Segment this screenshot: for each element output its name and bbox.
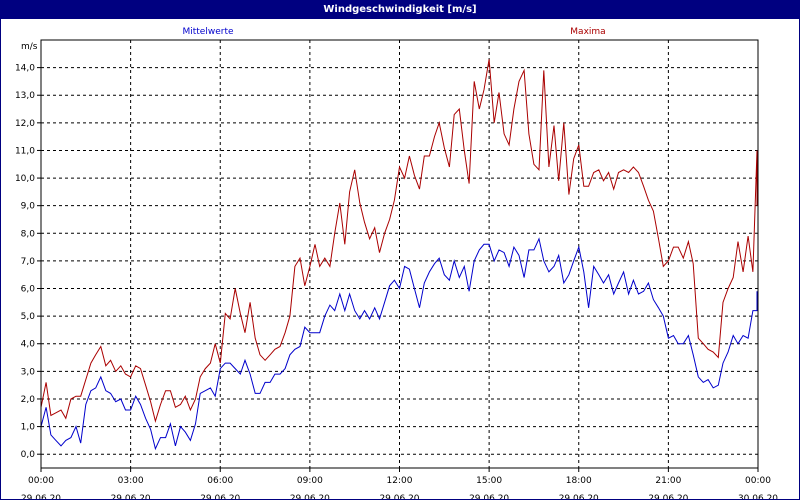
- x-axis-ticks: 00:00 29.06.20 03:00 29.06.20 06:00 29.06.20 0…: [21, 468, 778, 499]
- x-tick-time: 18:00: [566, 476, 592, 486]
- y-tick-label: 7,0: [21, 257, 36, 267]
- y-tick-label: 9,0: [21, 202, 36, 212]
- x-tick-time: 06:00: [207, 476, 233, 486]
- series-line-mittelwerte: [40, 237, 758, 451]
- series-line-maxima: [40, 59, 758, 423]
- x-tick-date: 29.06.20: [648, 494, 688, 499]
- y-tick-label: 10,0: [15, 174, 35, 184]
- chart-grid: [41, 40, 758, 468]
- y-tick-label: 5,0: [21, 312, 36, 322]
- y-tick-label: 13,0: [15, 91, 35, 101]
- x-tick-time: 03:00: [118, 476, 144, 486]
- x-tick-date: 29.06.20: [200, 494, 240, 499]
- chart-svg: 0,0 1,0 2,0 3,0 4,0 5,0 6,0 7,0 8,0 9,0 10,0 11,0 12…: [15, 27, 778, 499]
- x-tick-time: 15:00: [476, 476, 502, 486]
- y-tick-label: 0,0: [21, 450, 36, 460]
- y-axis-ticks: 0,0 1,0 2,0 3,0 4,0 5,0 6,0 7,0 8,0 9,0 10,0 11,0 12…: [15, 64, 41, 460]
- x-tick-date: 29.06.20: [111, 494, 151, 499]
- plot-frame: [40, 39, 759, 469]
- x-tick-date: 29.06.20: [21, 494, 61, 499]
- legend-label-mittelwerte: Mittelwerte: [182, 27, 233, 37]
- x-tick-time: 00:00: [745, 476, 771, 486]
- y-tick-label: 11,0: [15, 146, 35, 156]
- y-tick-label: 6,0: [21, 285, 36, 295]
- y-tick-label: 4,0: [21, 340, 36, 350]
- y-tick-label: 12,0: [15, 119, 35, 129]
- window-title: Windgeschwindigkeit [m/s]: [1, 1, 799, 19]
- x-tick-date: 29.06.20: [469, 494, 509, 499]
- y-tick-label: 1,0: [21, 423, 36, 433]
- y-tick-label: 8,0: [21, 229, 36, 239]
- x-tick-date: 30.06.20: [738, 494, 778, 499]
- y-tick-label: 14,0: [15, 64, 35, 74]
- x-tick-time: 09:00: [297, 476, 323, 486]
- y-axis-label: m/s: [21, 42, 38, 52]
- y-tick-label: 3,0: [21, 367, 36, 377]
- legend: Mittelwerte Maxima: [182, 27, 605, 37]
- x-tick-date: 29.06.20: [290, 494, 330, 499]
- y-tick-label: 2,0: [21, 395, 36, 405]
- legend-label-maxima: Maxima: [570, 27, 605, 37]
- x-tick-time: 12:00: [387, 476, 413, 486]
- x-tick-time: 21:00: [655, 476, 681, 486]
- series-lines: [40, 59, 758, 451]
- x-tick-date: 29.06.20: [559, 494, 599, 499]
- x-tick-time: 00:00: [28, 476, 54, 486]
- x-tick-date: 29.06.20: [379, 494, 419, 499]
